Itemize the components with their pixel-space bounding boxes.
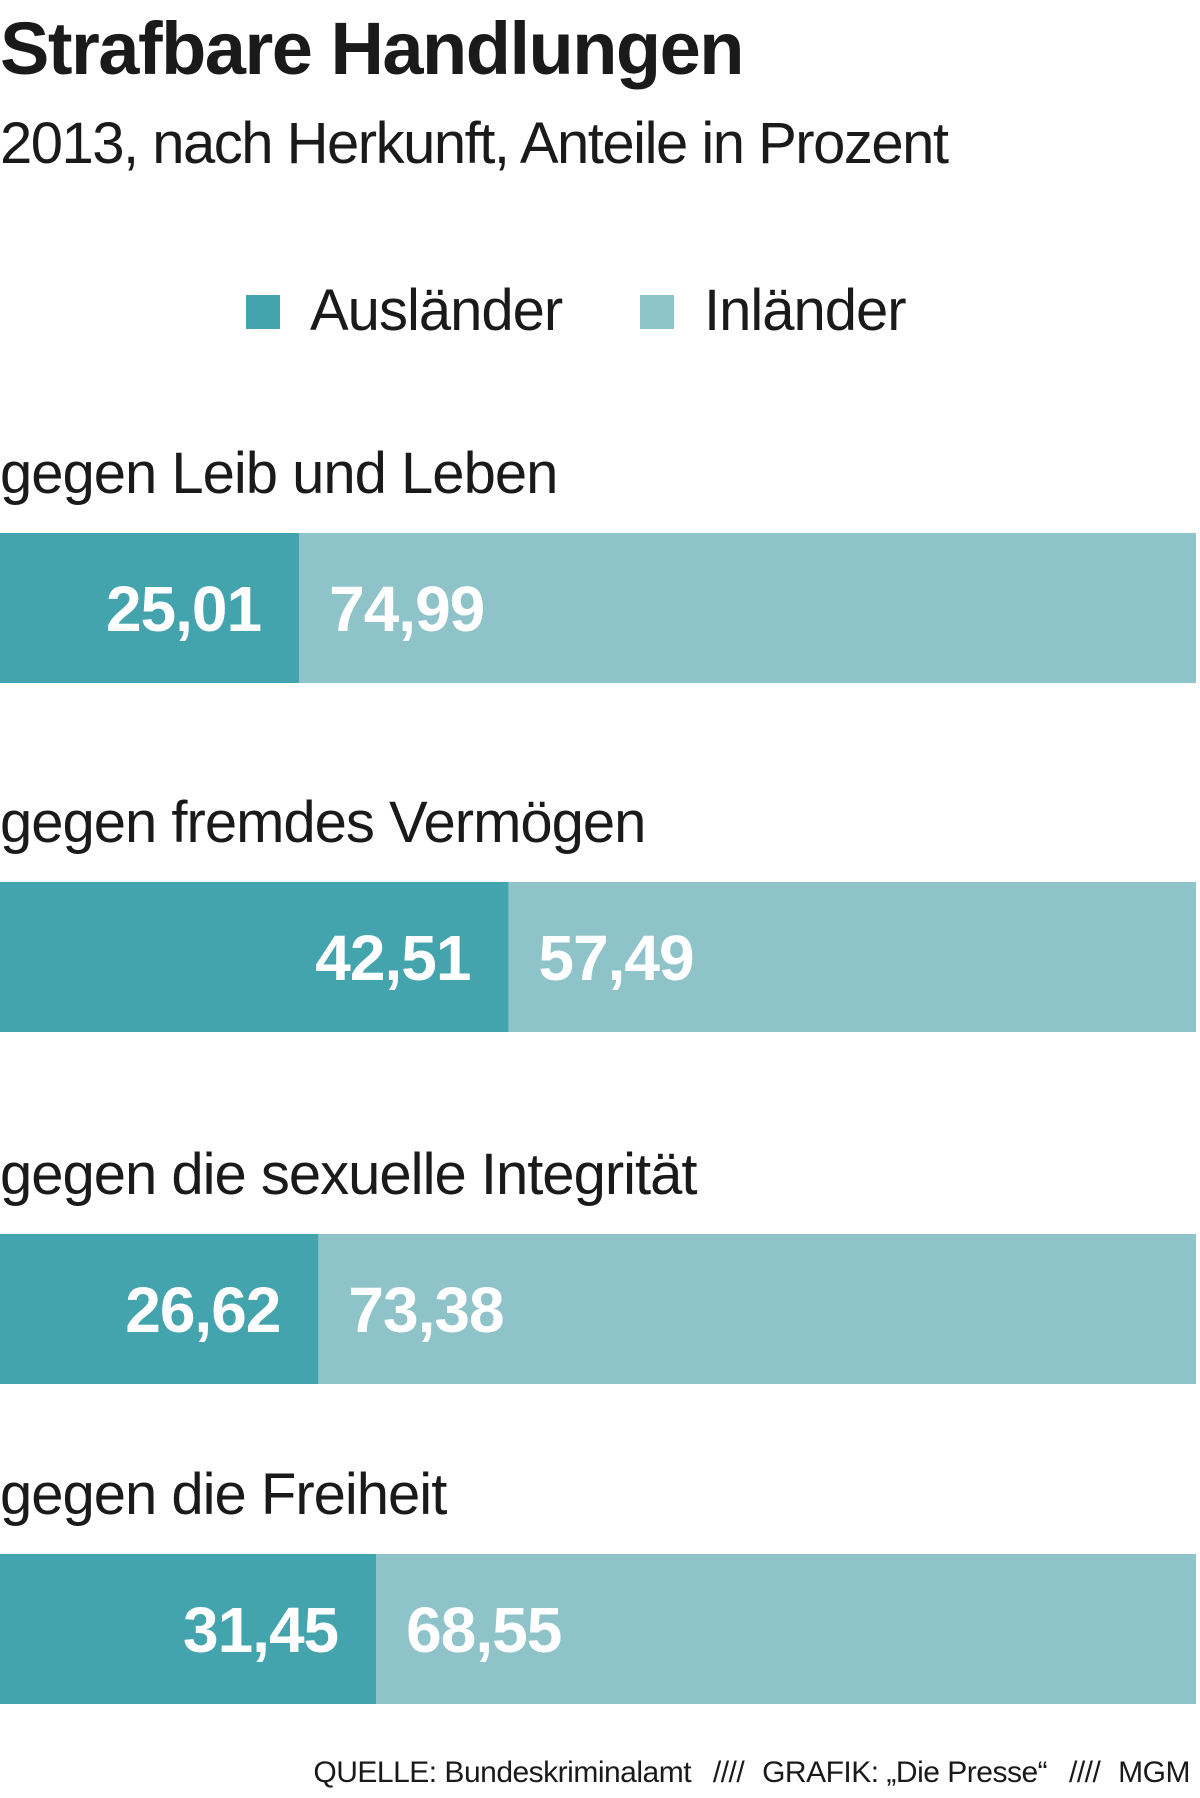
value-label-inlaender: 74,99 [329,573,484,645]
legend-swatch-inlaender [640,295,674,329]
category-label: gegen Leib und Leben [0,441,557,506]
value-label-inlaender: 73,38 [348,1274,503,1346]
source-separator: //// [712,1756,745,1789]
bar-segment-inlaender [318,1234,1196,1384]
value-label-inlaender: 68,55 [406,1594,561,1666]
chart-subtitle: 2013, nach Herkunft, Anteile in Prozent [0,111,949,176]
legend-swatch-auslaender [246,295,280,329]
bar-segment-auslaender [0,533,300,683]
value-label-inlaender: 57,49 [538,922,693,994]
legend-label-auslaender: Ausländer [310,278,563,343]
value-label-auslaender: 42,51 [315,922,470,994]
bar-segment-auslaender [0,1234,319,1384]
bar-segment-auslaender [0,882,509,1032]
value-label-auslaender: 31,45 [183,1594,338,1666]
category-label: gegen fremdes Vermögen [0,790,645,855]
bar-segment-inlaender [376,1554,1197,1704]
value-label-auslaender: 26,62 [125,1274,280,1346]
chart-title: Strafbare Handlungen [0,7,745,90]
value-label-auslaender: 25,01 [106,573,261,645]
bar-segment-inlaender [508,882,1197,1032]
bar-segment-inlaender [299,533,1196,683]
bar-segment-auslaender [0,1554,377,1704]
legend-label-inlaender: Inländer [704,278,906,343]
category-label: gegen die sexuelle Integrität [0,1142,697,1207]
source-author: MGM [1118,1756,1190,1789]
source-separator: //// [1068,1756,1101,1789]
source-grafik: GRAFIK: „Die Presse“ [762,1756,1048,1789]
category-label: gegen die Freiheit [0,1462,447,1527]
source-quelle: QUELLE: Bundeskriminalamt [313,1756,692,1789]
source-credit: QUELLE: Bundeskriminalamt //// GRAFIK: „… [313,1756,1190,1790]
